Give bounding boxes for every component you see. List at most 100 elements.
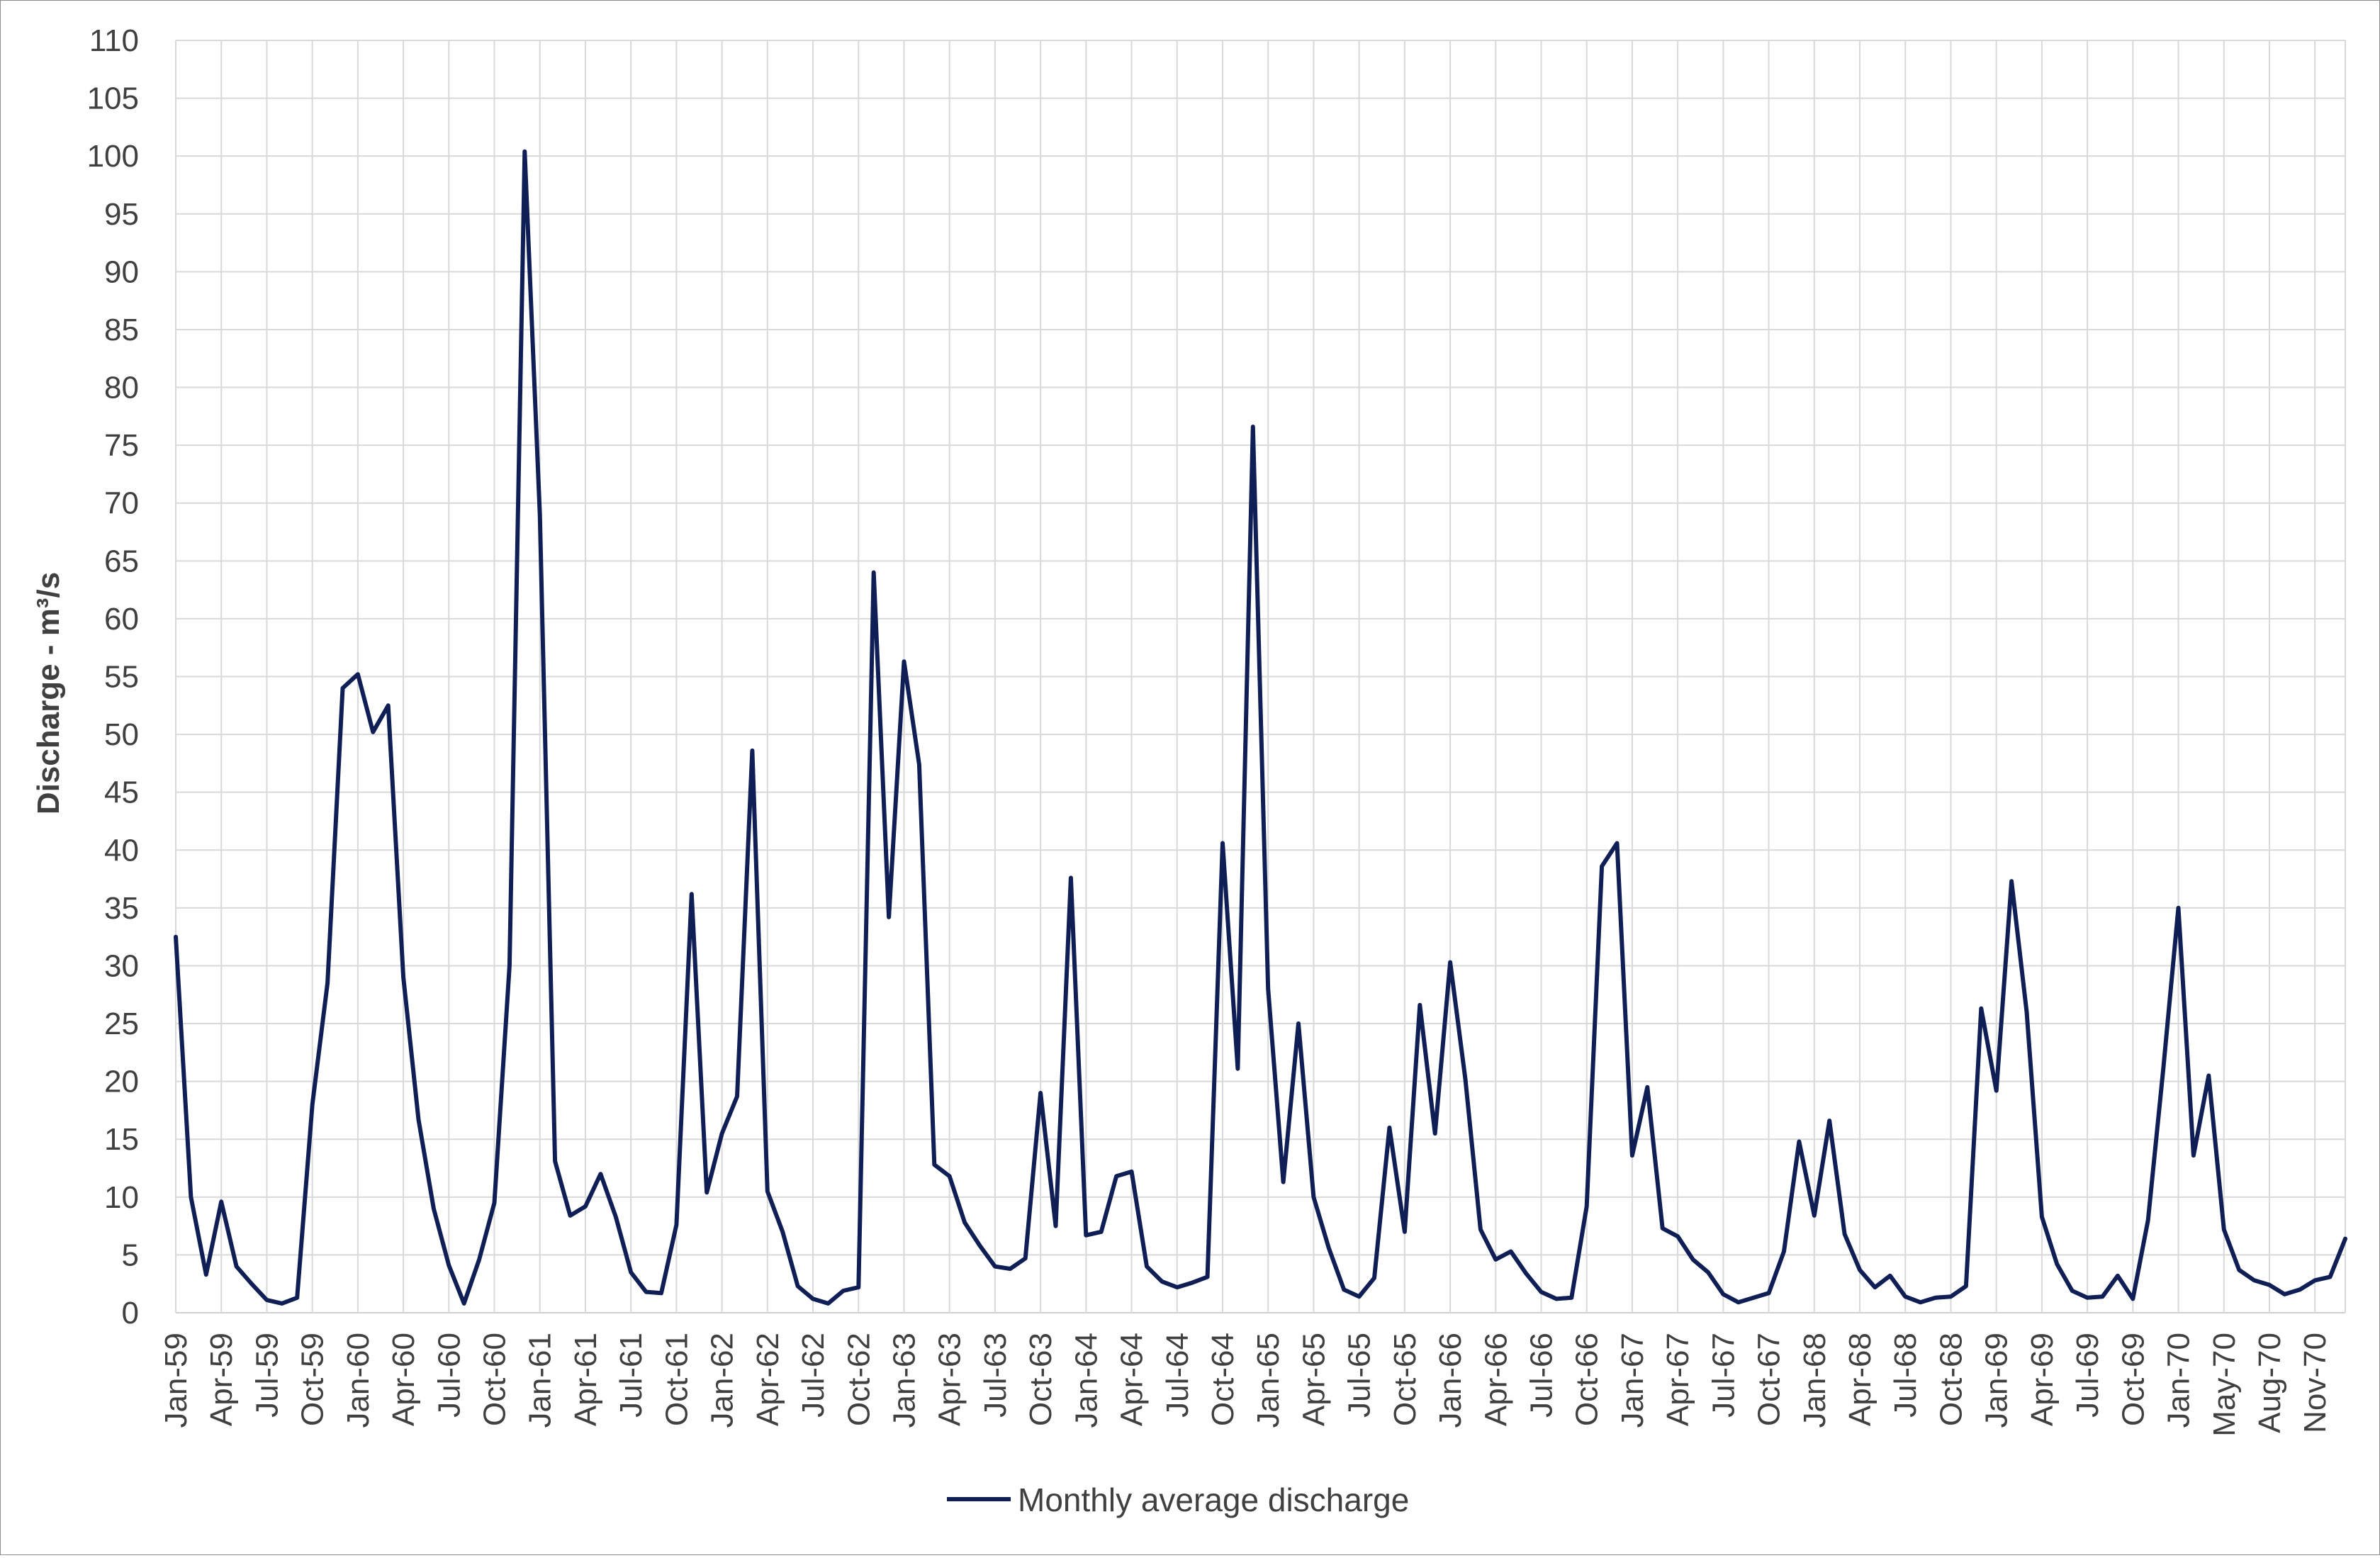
x-tick-label: Jul-69	[2070, 1333, 2105, 1418]
data-point	[674, 1223, 678, 1227]
data-point	[356, 672, 360, 676]
data-point	[1281, 1180, 1286, 1184]
y-tick-label: 100	[87, 139, 139, 174]
x-tick-label: Apr-69	[2025, 1333, 2060, 1426]
data-point	[1979, 1007, 1983, 1011]
x-tick-label: Jul-68	[1888, 1333, 1923, 1418]
data-point	[1782, 1250, 1786, 1254]
data-point	[1797, 1140, 1801, 1144]
x-tick-label: Apr-67	[1661, 1333, 1695, 1426]
data-point	[2085, 1296, 2089, 1300]
data-point	[841, 1289, 846, 1293]
data-point	[235, 1265, 239, 1269]
data-point	[598, 1172, 602, 1176]
x-tick-label: Apr-61	[568, 1333, 603, 1426]
data-point	[796, 1284, 800, 1289]
x-tick-label: Jan-66	[1433, 1333, 1468, 1428]
x-tick-label: Apr-59	[204, 1333, 239, 1426]
x-tick-label: Oct-59	[296, 1333, 330, 1426]
x-tick-label: Jan-63	[887, 1333, 921, 1428]
data-point	[1706, 1270, 1710, 1274]
data-point	[1084, 1233, 1088, 1238]
data-point	[2206, 1074, 2211, 1078]
y-tick-label: 75	[104, 428, 139, 463]
data-point	[1023, 1256, 1028, 1260]
data-point	[765, 1189, 770, 1194]
data-point	[780, 1230, 785, 1234]
y-tick-label: 30	[104, 948, 139, 983]
data-point	[174, 935, 178, 939]
data-point	[280, 1301, 284, 1306]
data-point	[1448, 960, 1452, 965]
data-point	[1251, 425, 1255, 429]
data-point	[1190, 1281, 1194, 1285]
data-point	[1357, 1294, 1362, 1299]
data-point	[507, 964, 512, 968]
y-tick-label: 85	[104, 313, 139, 347]
data-point	[2267, 1283, 2272, 1287]
y-tick-label: 5	[122, 1238, 139, 1272]
data-point	[1130, 1170, 1134, 1174]
data-point	[295, 1296, 299, 1300]
data-point	[2055, 1262, 2059, 1267]
x-tick-label: Jan-62	[705, 1333, 740, 1428]
data-point	[2131, 1296, 2135, 1301]
x-tick-label: Jan-61	[523, 1333, 558, 1428]
x-tick-label: Apr-63	[933, 1333, 967, 1426]
data-point	[1585, 1204, 1589, 1209]
data-point	[948, 1174, 952, 1178]
data-point	[1873, 1285, 1877, 1289]
y-tick-label: 90	[104, 254, 139, 289]
data-point	[1615, 841, 1620, 846]
y-tick-label: 95	[104, 197, 139, 232]
y-tick-label: 25	[104, 1007, 139, 1041]
data-point	[1964, 1284, 1968, 1289]
data-point	[1539, 1290, 1544, 1294]
x-tick-label: Oct-68	[1933, 1333, 1968, 1426]
y-tick-label: 55	[104, 660, 139, 695]
data-point	[1524, 1272, 1528, 1276]
data-point	[2282, 1292, 2286, 1296]
x-tick-label: Apr-60	[386, 1333, 421, 1426]
data-point	[2146, 1218, 2150, 1223]
data-point	[978, 1243, 982, 1248]
x-tick-label: Jan-67	[1615, 1333, 1650, 1428]
y-tick-label: 35	[104, 891, 139, 926]
data-point	[1145, 1265, 1149, 1269]
data-point	[1994, 1089, 1999, 1093]
x-tick-label: Oct-60	[478, 1333, 512, 1426]
data-point	[249, 1282, 254, 1286]
data-point	[568, 1214, 573, 1218]
data-point	[1903, 1294, 1907, 1299]
data-point	[1008, 1267, 1012, 1271]
data-point	[690, 892, 694, 896]
data-point	[872, 571, 876, 575]
data-point	[1949, 1294, 1953, 1299]
data-point	[1478, 1228, 1483, 1232]
data-point	[1661, 1226, 1665, 1231]
data-point	[1038, 1091, 1043, 1095]
data-point	[1630, 1153, 1634, 1158]
x-tick-label: Jul-67	[1706, 1333, 1741, 1418]
data-point	[644, 1290, 649, 1294]
x-tick-label: Jul-64	[1160, 1333, 1195, 1418]
series-layer	[174, 149, 2347, 1306]
data-point	[310, 1102, 315, 1106]
x-tick-label: May-70	[2207, 1333, 2242, 1437]
data-point	[1858, 1268, 1862, 1272]
x-tick-label: Jul-62	[796, 1333, 831, 1418]
data-point	[1736, 1300, 1741, 1304]
data-point	[1069, 875, 1073, 880]
data-point	[1175, 1285, 1179, 1289]
data-point	[659, 1291, 663, 1295]
x-tick-label: Oct-69	[2116, 1333, 2150, 1426]
data-point	[902, 659, 906, 663]
data-point	[2040, 1215, 2044, 1219]
x-tick-label: Oct-64	[1206, 1333, 1240, 1426]
data-point	[1509, 1250, 1513, 1254]
y-tick-label: 110	[89, 23, 139, 58]
data-point	[2343, 1237, 2347, 1241]
y-axis-label: Discharge - m³/s	[31, 572, 66, 814]
data-point	[720, 1131, 724, 1136]
data-point	[2009, 879, 2014, 883]
